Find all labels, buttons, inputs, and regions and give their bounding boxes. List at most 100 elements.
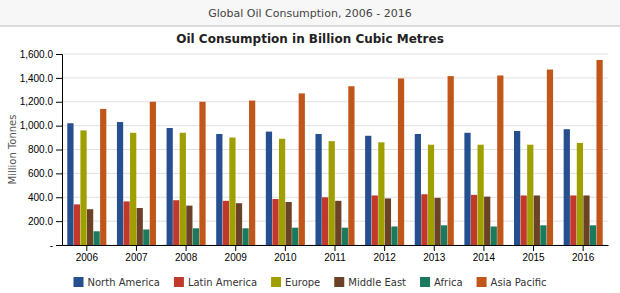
bar xyxy=(130,133,136,245)
bar xyxy=(391,226,397,245)
legend-label: Africa xyxy=(434,277,463,288)
x-tick: 2006 xyxy=(76,245,99,263)
bar xyxy=(286,202,292,245)
x-tick-mark xyxy=(136,245,137,251)
y-tick-label: 800.0 xyxy=(28,144,53,155)
bar xyxy=(596,60,602,245)
y-tick: 1,000.0 xyxy=(20,120,62,131)
bar xyxy=(335,201,341,245)
bar xyxy=(87,209,93,245)
bar xyxy=(434,198,440,245)
y-tick: 1,200.0 xyxy=(20,96,62,107)
legend-swatch xyxy=(174,277,184,287)
y-tick: 1,600.0 xyxy=(20,49,62,60)
x-tick-label: 2008 xyxy=(175,252,198,263)
bar xyxy=(583,195,589,245)
bar xyxy=(478,145,484,245)
banner-border xyxy=(0,26,620,27)
y-axis-line xyxy=(56,55,63,246)
legend-swatch xyxy=(477,277,487,287)
x-tick-mark xyxy=(483,245,484,251)
x-tick: 2010 xyxy=(274,245,297,263)
y-tick: 400.0 xyxy=(28,192,62,203)
x-tick-mark xyxy=(186,245,187,251)
y-tick-label: 1,200.0 xyxy=(20,96,54,107)
bar xyxy=(385,198,391,245)
bar xyxy=(464,133,470,245)
legend-item: Middle East xyxy=(334,277,406,288)
bar xyxy=(249,101,255,245)
x-tick-mark xyxy=(583,245,584,251)
bar xyxy=(199,102,205,245)
x-tick-label: 2010 xyxy=(274,252,297,263)
bar xyxy=(348,86,354,245)
plot-area xyxy=(67,60,602,245)
x-tick-label: 2015 xyxy=(522,252,545,263)
legend-label: Middle East xyxy=(348,277,406,288)
x-axis: 2006200720082009201020112012201320142015… xyxy=(63,245,609,263)
bar xyxy=(372,195,378,245)
bar xyxy=(448,76,454,245)
y-tick: 1,400.0 xyxy=(20,73,62,84)
x-tick-label: 2016 xyxy=(572,252,595,263)
legend-item: Asia Pacific xyxy=(477,277,547,288)
grid-line xyxy=(62,125,608,126)
bar xyxy=(428,145,434,245)
legend-item: Europe xyxy=(271,277,320,288)
x-tick: 2013 xyxy=(423,245,446,263)
bar xyxy=(365,136,371,245)
y-tick-mark xyxy=(56,126,62,127)
banner: Global Oil Consumption, 2006 - 2016 xyxy=(0,0,620,26)
bar xyxy=(398,78,404,245)
bar xyxy=(415,134,421,245)
x-tick-mark xyxy=(285,245,286,251)
grid xyxy=(62,54,608,245)
bar xyxy=(186,206,192,245)
legend-item: Africa xyxy=(420,277,463,288)
subtitle: Oil Consumption in Billion Cubic Metres xyxy=(176,32,444,46)
x-tick-label: 2007 xyxy=(125,252,148,263)
bar xyxy=(577,143,583,245)
bar xyxy=(167,128,173,245)
y-tick-label: 1,000.0 xyxy=(20,120,54,131)
bar xyxy=(484,197,490,245)
y-tick: 600.0 xyxy=(28,168,62,179)
bar xyxy=(223,201,229,245)
legend-label: Europe xyxy=(285,277,320,288)
y-tick: - xyxy=(50,240,62,251)
legend-swatch xyxy=(420,277,430,287)
legend-label: Asia Pacific xyxy=(491,277,547,288)
bar xyxy=(329,141,335,245)
x-tick: 2009 xyxy=(225,245,248,263)
bar xyxy=(514,131,520,245)
x-tick-label: 2011 xyxy=(324,252,346,263)
y-tick: 800.0 xyxy=(28,144,62,155)
x-tick: 2011 xyxy=(324,245,346,263)
bar xyxy=(242,228,248,245)
grid-line xyxy=(62,149,608,150)
bar xyxy=(540,225,546,245)
bar xyxy=(378,142,384,245)
bar xyxy=(216,134,222,245)
legend-swatch xyxy=(271,277,281,287)
bar xyxy=(236,203,242,245)
y-tick-label: 1,400.0 xyxy=(20,73,54,84)
bar xyxy=(272,199,278,245)
bar xyxy=(180,133,186,245)
bar xyxy=(521,195,527,245)
bar xyxy=(123,201,129,245)
x-tick-mark xyxy=(533,245,534,251)
y-tick-label: 1,600.0 xyxy=(20,49,54,60)
y-tick-label: - xyxy=(50,240,53,251)
bar xyxy=(471,195,477,245)
bar xyxy=(150,102,156,245)
x-tick-mark xyxy=(434,245,435,251)
y-tick-label: 200.0 xyxy=(28,216,53,227)
x-tick: 2016 xyxy=(572,245,595,263)
bar xyxy=(143,229,149,245)
x-tick-mark xyxy=(86,245,87,251)
y-tick-mark xyxy=(56,150,62,151)
x-tick: 2008 xyxy=(175,245,198,263)
bar-series xyxy=(100,60,603,245)
x-tick: 2015 xyxy=(522,245,545,263)
